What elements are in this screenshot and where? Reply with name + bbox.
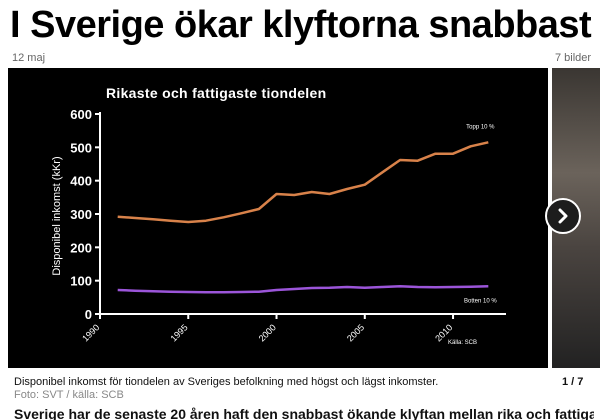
income-chart: Rikaste och fattigaste tiondelen Disponi… xyxy=(51,85,506,346)
series-label-bottom: Botten 10 % xyxy=(464,298,497,304)
y-tick-label: 200 xyxy=(70,240,92,255)
series-label-top: Topp 10 % xyxy=(466,124,495,130)
x-tick-label: 1990 xyxy=(80,322,101,343)
x-tick-label: 2000 xyxy=(257,322,278,343)
y-tick-label: 400 xyxy=(70,174,92,189)
series-line-top xyxy=(117,141,489,224)
y-tick-label: 600 xyxy=(70,107,92,122)
series-line-bottom xyxy=(117,285,489,294)
gallery-pager: 1 / 7 xyxy=(562,376,584,388)
gallery-image: Rikaste och fattigaste tiondelen Disponi… xyxy=(8,68,548,368)
next-image-button[interactable] xyxy=(545,198,581,234)
image-caption: Disponibel inkomst för tiondelen av Sver… xyxy=(14,376,439,388)
article-date: 12 maj xyxy=(12,52,46,64)
image-count[interactable]: 7 bilder xyxy=(555,52,592,64)
y-tick-label: 500 xyxy=(70,140,92,155)
article-body-preview: Sverige har de senaste 20 åren haft den … xyxy=(14,406,594,420)
chart-source: Källa: SCB xyxy=(448,340,477,346)
image-credit: Foto: SVT / källa: SCB xyxy=(14,389,124,401)
x-tick-label: 1995 xyxy=(168,322,189,343)
y-tick-label: 0 xyxy=(85,307,92,322)
x-tick-label: 2005 xyxy=(345,322,366,343)
y-axis-label: Disponibel inkomst (kKr) xyxy=(51,156,63,275)
chart-title: Rikaste och fattigaste tiondelen xyxy=(106,85,326,101)
article-headline: I Sverige ökar klyftorna snabbast xyxy=(10,4,592,46)
chevron-right-icon xyxy=(558,208,568,224)
y-tick-label: 300 xyxy=(70,207,92,222)
y-tick-label: 100 xyxy=(70,274,92,289)
